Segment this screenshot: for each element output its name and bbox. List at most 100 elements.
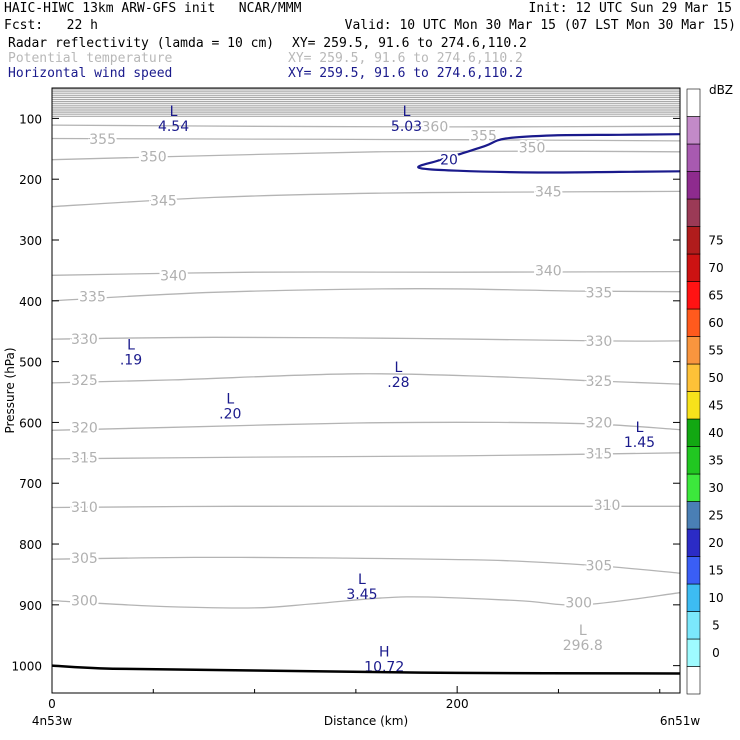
theta-contour-335 <box>51 288 681 302</box>
y-tick-label: 300 <box>19 234 42 248</box>
colorbar-swatch <box>686 253 701 282</box>
y-tick-label: 500 <box>19 356 42 370</box>
theta-contour-label: 315 <box>71 451 98 467</box>
colorbar-level-label: 70 <box>708 261 723 275</box>
wind-extremum-L: L <box>127 337 135 353</box>
wind-contour-label: 20 <box>440 153 458 169</box>
end-point-label: 6n51w <box>660 714 701 728</box>
theta-contour-label: 325 <box>71 373 98 389</box>
colorbar-swatch <box>686 666 701 695</box>
wind-extremum-L: L <box>636 420 644 436</box>
colorbar-level-label: 60 <box>708 316 723 330</box>
colorbar-swatch <box>686 638 701 667</box>
wind-extremum-value: 5.03 <box>391 119 422 135</box>
theta-contour-label: 300 <box>565 595 592 611</box>
colorbar-level-label: 0 <box>712 646 720 660</box>
x-tick-label: 200 <box>446 697 469 711</box>
colorbar-level-label: 25 <box>708 508 723 522</box>
theta-contour-350 <box>51 150 681 161</box>
y-tick-label: 1000 <box>11 660 42 674</box>
colorbar-swatch <box>686 556 701 585</box>
theta-contour-label: 300 <box>71 594 98 610</box>
theta-contour-label: 310 <box>71 500 98 516</box>
wind-extremum-L: L <box>403 104 411 120</box>
colorbar-swatch <box>686 281 701 310</box>
wind-extremum-L: L <box>395 360 403 376</box>
wind-extremum-L: L <box>358 572 366 588</box>
colorbar-swatch <box>686 473 701 502</box>
colorbar: dBZ 0 5 10 15 20 25 30 35 40 45 50 55 60 65 70 75 <box>686 83 733 695</box>
wind-extremum-value: .19 <box>120 352 142 368</box>
colorbar-level-label: 30 <box>708 481 723 495</box>
theta-contour-label: 310 <box>594 498 621 514</box>
field-label-reflectivity: Radar reflectivity (lamda = 10 cm) <box>8 36 275 51</box>
wind-extremum-L: L <box>226 392 234 408</box>
colorbar-level-label: 65 <box>708 288 723 302</box>
y-tick-label: 200 <box>19 173 42 187</box>
theta-contour-label: 315 <box>586 446 613 462</box>
y-axis-label: Pressure (hPa) <box>3 347 17 433</box>
plot-title: HAIC-HIWC 13km ARW-GFS init NCAR/MMM <box>4 1 302 16</box>
theta-contour-label: 350 <box>519 141 546 157</box>
theta-contour-label: 320 <box>586 415 613 431</box>
theta-contour-label: 320 <box>71 420 98 436</box>
wind-extremum-value: .28 <box>387 375 409 391</box>
colorbar-swatch <box>686 116 701 145</box>
colorbar-swatch <box>686 143 701 172</box>
wind-extremum-L: L <box>170 104 178 120</box>
theta-contour-360 <box>51 124 681 128</box>
theta-contour-label: 350 <box>140 150 167 166</box>
field-label-wind: Horizontal wind speed <box>8 66 173 81</box>
theta-extremum-L: L <box>579 623 587 639</box>
colorbar-level-label: 40 <box>708 426 723 440</box>
wind-extremum-value: 4.54 <box>158 119 189 135</box>
colorbar-swatch <box>686 198 701 227</box>
y-tick-label: 900 <box>19 599 42 613</box>
theta-contour-325 <box>51 373 681 385</box>
colorbar-level-label: 50 <box>708 371 723 385</box>
colorbar-level-label: 45 <box>708 398 723 412</box>
colorbar-level-label: 15 <box>708 563 723 577</box>
y-tick-label: 800 <box>19 538 42 552</box>
forecast-hour: Fcst: 22 h <box>4 18 98 33</box>
theta-contour-label: 330 <box>71 332 98 348</box>
field-xy-reflectivity: XY= 259.5, 91.6 to 274.6,110.2 <box>292 36 527 51</box>
colorbar-unit-label: dBZ <box>709 83 733 97</box>
colorbar-swatch <box>686 88 701 117</box>
colorbar-level-label: 35 <box>708 453 723 467</box>
y-tick-label: 700 <box>19 477 42 491</box>
plot-frame <box>51 87 681 694</box>
colorbar-swatch <box>686 611 701 640</box>
theta-contour-300 <box>51 592 681 609</box>
wind-contour-20 <box>417 133 681 174</box>
colorbar-swatch <box>686 336 701 365</box>
field-xy-wind: XY= 259.5, 91.6 to 274.6,110.2 <box>288 66 523 81</box>
theta-contour-320 <box>51 421 681 431</box>
colorbar-swatch <box>686 583 701 612</box>
colorbar-level-label: 55 <box>708 343 723 357</box>
theta-contour-label: 355 <box>89 132 116 148</box>
theta-extremum-value: 296.8 <box>563 638 603 654</box>
theta-contour-label: 335 <box>79 290 106 306</box>
wind-extremum-value: 1.45 <box>624 435 655 451</box>
theta-contour-label: 345 <box>150 193 177 209</box>
x-tick-label: 0 <box>48 697 56 711</box>
theta-contour-label: 330 <box>586 334 613 350</box>
wind-extremum-H: H <box>379 645 390 661</box>
theta-contour-305 <box>51 556 681 574</box>
theta-contour-label: 305 <box>71 551 98 567</box>
theta-contour-label: 325 <box>586 374 613 390</box>
field-label-theta: Potential temperature <box>8 51 173 66</box>
colorbar-swatch <box>686 501 701 530</box>
theta-contour-345 <box>51 190 681 208</box>
colorbar-swatch <box>686 446 701 475</box>
colorbar-swatch <box>686 418 701 447</box>
colorbar-swatch <box>686 308 701 337</box>
start-point-label: 4n53w <box>32 714 73 728</box>
y-tick-label: 100 <box>19 112 42 126</box>
colorbar-swatch <box>686 363 701 392</box>
theta-contour-310 <box>51 505 680 509</box>
colorbar-level-label: 75 <box>708 233 723 247</box>
surface-pressure-line <box>51 664 681 675</box>
